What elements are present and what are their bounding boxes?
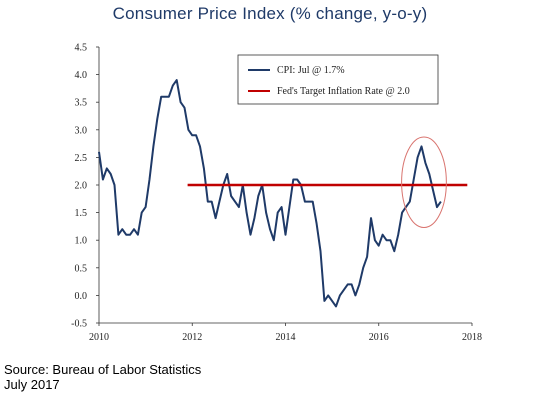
x-tick-label: 2012 — [182, 332, 202, 343]
x-tick-label: 2018 — [462, 332, 482, 343]
x-tick-label: 2016 — [369, 332, 389, 343]
date-line: July 2017 — [4, 377, 60, 392]
source-note: Source: Bureau of Labor Statistics July … — [4, 362, 201, 392]
y-tick-labels: 4.5 4.0 3.5 3.0 2.5 2.0 1.5 1.0 0.5 0.0 -0.5 — [71, 43, 99, 330]
y-tick-label: 0.0 — [75, 291, 88, 302]
y-tick-label: 4.5 — [75, 43, 88, 54]
x-tick-label: 2014 — [276, 332, 296, 343]
y-tick-label: 2.0 — [75, 181, 88, 192]
y-tick-label: -0.5 — [71, 319, 87, 330]
x-tick-label: 2010 — [89, 332, 109, 343]
y-tick-label: 3.5 — [75, 98, 88, 109]
y-tick-label: 1.5 — [75, 208, 88, 219]
y-tick-label: 4.0 — [75, 70, 88, 81]
legend-box — [237, 54, 439, 105]
y-tick-label: 2.5 — [75, 153, 88, 164]
chart-title: Consumer Price Index (% change, y-o-y) — [112, 4, 428, 23]
legend: CPI: Jul @ 1.7% Fed's Target Inflation R… — [237, 54, 439, 105]
legend-label-cpi: CPI: Jul @ 1.7% — [277, 65, 345, 76]
y-tick-label: 1.0 — [75, 236, 88, 247]
cpi-series-line — [98, 79, 442, 308]
highlight-ellipse — [401, 136, 447, 229]
source-line: Source: Bureau of Labor Statistics — [4, 362, 202, 377]
x-tick-labels: 2010 2012 2014 2016 2018 — [89, 323, 482, 343]
y-tick-label: 3.0 — [75, 125, 88, 136]
annotation-layer — [401, 136, 447, 229]
series-layer — [98, 79, 468, 308]
legend-label-fed-target: Fed's Target Inflation Rate @ 2.0 — [277, 86, 410, 97]
y-tick-label: 0.5 — [75, 263, 88, 274]
